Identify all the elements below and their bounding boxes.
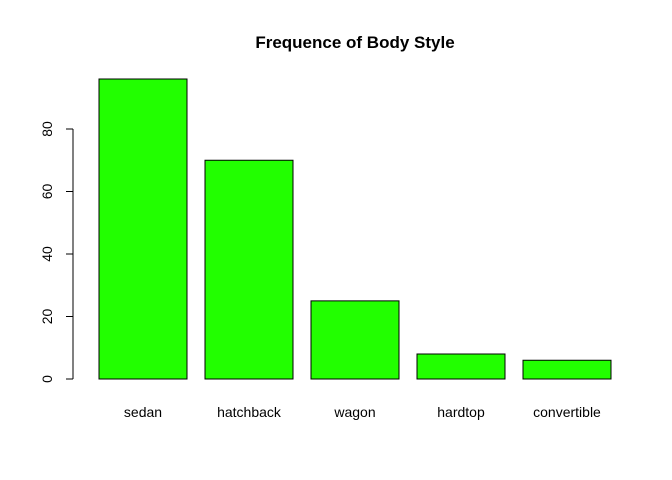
bars-group <box>98 78 612 380</box>
chart-title: Frequence of Body Style <box>255 33 454 52</box>
bar-hatchback <box>204 159 294 380</box>
x-category-label: hardtop <box>437 404 485 420</box>
x-category-label: sedan <box>124 404 162 420</box>
bar-hardtop <box>416 353 506 380</box>
bar-sedan <box>98 78 188 380</box>
x-category-label: convertible <box>533 404 601 420</box>
x-labels-group: sedan hatchback wagon hardtop convertible <box>124 404 601 420</box>
x-category-label: wagon <box>333 404 375 420</box>
y-axis: 0 20 40 60 80 <box>39 121 74 383</box>
bar-convertible <box>522 359 612 380</box>
x-category-label: hatchback <box>217 404 282 420</box>
bar-wagon <box>310 300 400 380</box>
y-tick-label: 60 <box>39 184 55 200</box>
y-tick-label: 0 <box>39 375 55 383</box>
y-tick-label: 40 <box>39 246 55 262</box>
y-tick-label: 20 <box>39 309 55 325</box>
y-tick-label: 80 <box>39 121 55 137</box>
